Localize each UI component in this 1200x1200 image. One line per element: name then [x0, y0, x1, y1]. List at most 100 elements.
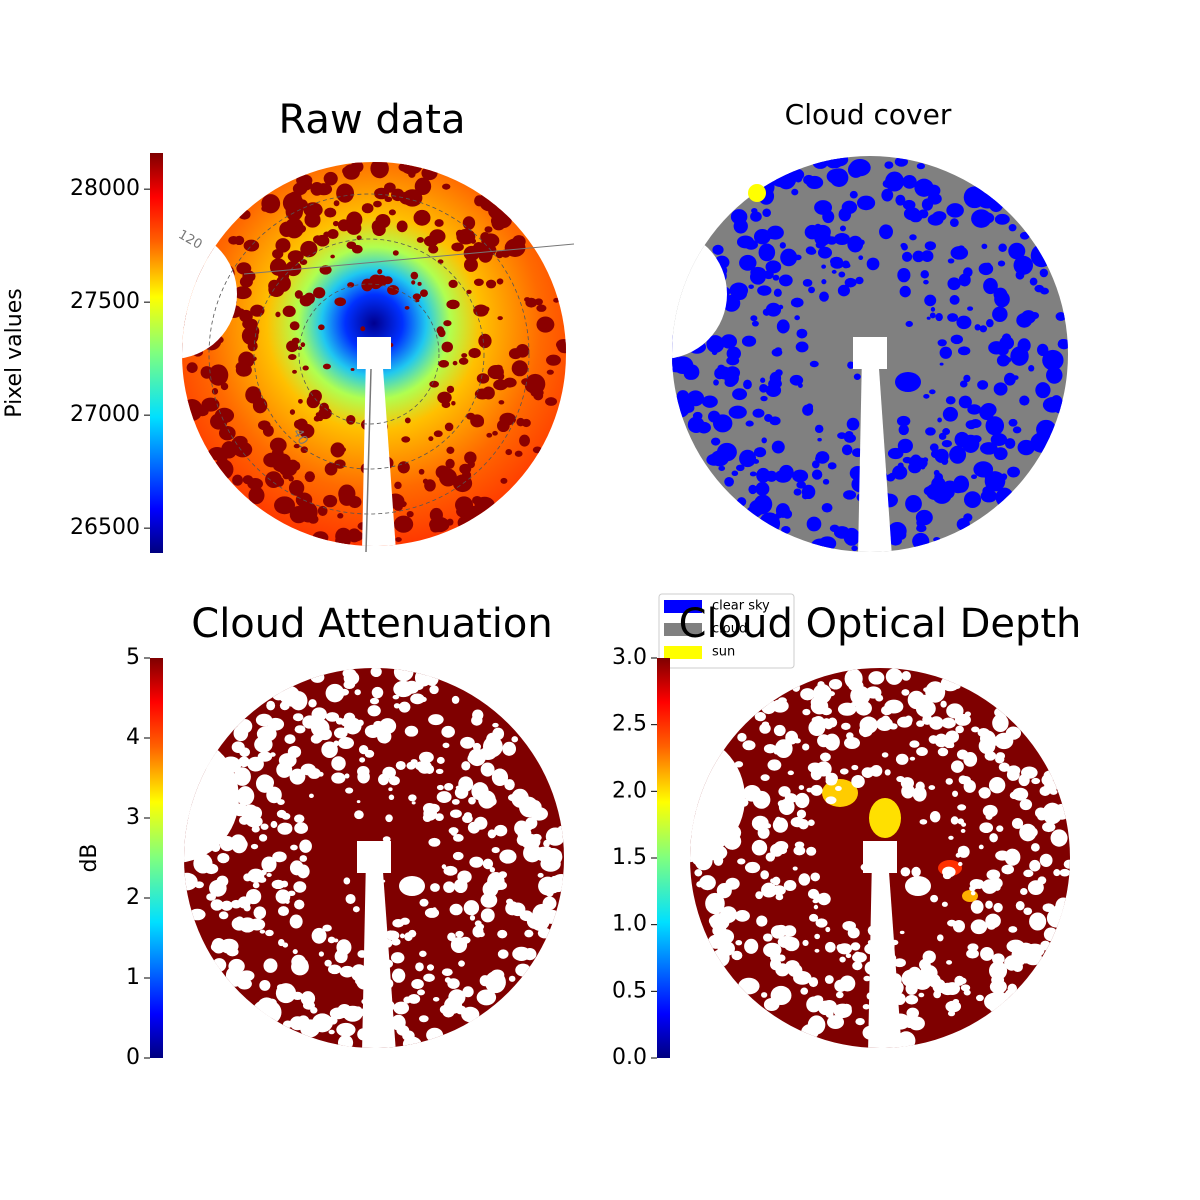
hole: [800, 688, 815, 701]
hole: [294, 822, 309, 834]
hole: [795, 792, 810, 809]
hole: [751, 815, 769, 831]
hole: [474, 388, 491, 400]
hole: [459, 463, 472, 475]
hole: [761, 437, 767, 444]
hole: [1034, 807, 1047, 819]
hole: [994, 732, 1014, 750]
hole: [393, 1001, 410, 1015]
hole: [393, 703, 401, 709]
hole: [422, 813, 432, 823]
hole: [950, 246, 969, 260]
hole: [839, 956, 846, 963]
hole: [392, 250, 399, 256]
hole: [792, 683, 801, 692]
hole: [795, 341, 809, 353]
hole: [194, 881, 204, 889]
hole: [706, 335, 725, 353]
hole: [905, 876, 931, 896]
hole: [971, 726, 980, 733]
hole: [820, 707, 832, 716]
hole: [952, 278, 959, 285]
hole: [817, 734, 831, 748]
hole: [300, 991, 316, 1006]
hole: [755, 481, 770, 496]
hole: [980, 403, 997, 417]
hole: [388, 787, 393, 792]
hole: [1019, 231, 1030, 240]
hole: [557, 340, 566, 354]
hole: [474, 920, 482, 927]
center-mask: [853, 337, 887, 369]
hole: [947, 1010, 956, 1017]
hole: [734, 910, 750, 922]
hole: [453, 834, 464, 842]
hole: [430, 883, 440, 892]
hole: [464, 451, 477, 465]
hole: [542, 896, 557, 911]
hole: [1028, 365, 1035, 372]
hole: [282, 305, 296, 318]
hole: [923, 393, 930, 399]
hole: [942, 866, 956, 878]
hole: [770, 878, 775, 884]
hole: [1007, 765, 1021, 776]
hole: [794, 738, 801, 744]
colorbar-tick-label: 1.5: [612, 845, 647, 870]
hole: [761, 699, 777, 715]
hole: [763, 744, 777, 754]
hole: [278, 685, 300, 705]
hole: [408, 794, 417, 802]
hole: [837, 702, 857, 716]
hole: [437, 391, 452, 404]
hole: [789, 374, 804, 386]
hole: [467, 753, 478, 764]
hole: [815, 451, 830, 464]
hole: [461, 761, 471, 771]
hole: [247, 868, 265, 883]
hole: [1030, 843, 1040, 852]
annotation: 120: [175, 227, 204, 252]
hole: [276, 984, 285, 991]
hole: [318, 407, 332, 420]
hole: [894, 156, 909, 167]
hole: [1017, 439, 1035, 456]
hole: [402, 189, 423, 207]
hole: [875, 694, 884, 702]
hole: [802, 708, 811, 716]
hole: [448, 279, 458, 289]
hole: [762, 208, 772, 218]
hole: [853, 373, 861, 380]
hole: [988, 777, 1006, 794]
hole: [218, 911, 229, 920]
hole: [346, 415, 352, 420]
hole: [396, 220, 408, 233]
hole: [276, 243, 284, 251]
hole: [897, 267, 911, 283]
hole: [916, 524, 927, 533]
hole: [300, 763, 316, 776]
hole: [289, 1016, 306, 1031]
hole: [770, 925, 786, 939]
hole: [841, 444, 853, 456]
hole: [834, 233, 850, 245]
hole: [474, 496, 495, 513]
hole: [794, 315, 800, 321]
hole: [186, 362, 198, 373]
hole: [414, 668, 432, 687]
hole: [993, 902, 1003, 913]
hole: [774, 841, 789, 852]
hole: [963, 374, 971, 383]
hole: [881, 705, 893, 716]
hole: [901, 243, 908, 251]
hole: [524, 929, 534, 938]
hole: [841, 260, 850, 269]
hole: [1023, 907, 1033, 915]
hole: [1063, 859, 1070, 869]
hole: [927, 193, 942, 205]
hole: [399, 933, 405, 939]
hole: [274, 496, 296, 515]
optical-depth-patch: [962, 890, 978, 902]
hole: [781, 525, 791, 534]
hole: [896, 415, 911, 427]
